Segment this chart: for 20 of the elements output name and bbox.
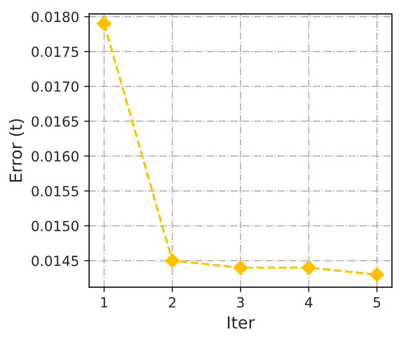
x-tick-label: 2 [168, 297, 176, 308]
y-tick-label: 0.0150 [32, 220, 78, 232]
point [164, 253, 180, 268]
x-tick-label: 5 [374, 297, 380, 308]
y-tick-label: 0.0155 [32, 186, 78, 196]
point [301, 260, 316, 276]
point [96, 16, 112, 32]
y-axis-title: Error (t) [9, 119, 24, 182]
x-tick-label: 3 [237, 297, 244, 308]
x-axis-title: Iter [228, 316, 255, 329]
point [370, 267, 384, 282]
y-tick-label: 0.0160 [32, 151, 78, 162]
x-tick-label: 1 [101, 297, 108, 308]
y-tick-label: 0.0170 [32, 81, 78, 92]
y-tick-label: 0.0145 [32, 256, 78, 266]
x-tick-label: 4 [305, 297, 312, 308]
y-tick-label: 0.0165 [32, 116, 78, 127]
point [233, 260, 248, 276]
y-tick-label: 0.0175 [32, 46, 78, 58]
y-tick-label: 0.0180 [32, 12, 78, 22]
